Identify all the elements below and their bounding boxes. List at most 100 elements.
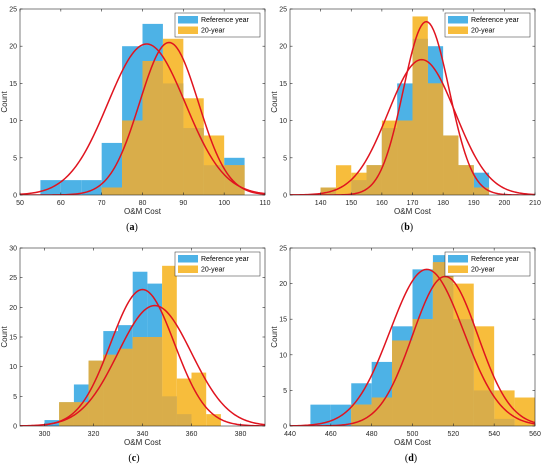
caption-letter: c <box>132 453 137 464</box>
x-tick-label: 440 <box>284 431 296 438</box>
panel-c: 300 320 340 360 380 0 5 10 15 20 25 30 O&M Cost Count… <box>0 246 266 464</box>
panel-b: 140 150 160 170 180 190 200 210 0 5 10 15 20 25 O&M Co… <box>270 7 541 234</box>
legend: Reference year 20-year <box>444 251 531 277</box>
legend: Reference year 20-year <box>174 251 261 277</box>
caption-paren-open: ( <box>128 453 132 464</box>
bar-overlap-1 <box>371 397 393 426</box>
x-tick-label: 80 <box>139 200 147 207</box>
caption-paren-open: ( <box>405 453 409 464</box>
bar-overlap-4 <box>432 262 454 426</box>
x-tick-label: 90 <box>179 200 187 207</box>
x-tick-label: 500 <box>407 431 419 438</box>
bar-20-year-10 <box>206 414 221 426</box>
x-tick-label: 100 <box>218 200 230 207</box>
y-tick-label: 25 <box>9 7 17 14</box>
bar-overlap-4 <box>381 128 398 195</box>
y-axis-label: Count <box>0 326 9 348</box>
fit-curve-reference <box>290 268 535 426</box>
legend-label-reference: Reference year <box>201 256 250 263</box>
legend-swatch-20-year <box>178 26 198 34</box>
legend-swatch-reference <box>448 16 468 24</box>
bar-reference-2 <box>81 180 102 195</box>
x-tick-label: 540 <box>488 431 500 438</box>
y-tick-label: 10 <box>9 118 17 125</box>
y-tick-label: 10 <box>279 352 287 359</box>
bars <box>290 16 535 195</box>
bar-overlap-3 <box>162 83 184 195</box>
caption-letter: a <box>130 222 135 233</box>
bar-overlap-8 <box>443 135 459 195</box>
caption-paren-close: ) <box>136 453 139 464</box>
y-axis-label: Count <box>270 326 279 348</box>
y-tick-label: 0 <box>283 424 287 431</box>
x-tick-label: 210 <box>529 200 541 207</box>
y-axis-label: Count <box>270 91 279 113</box>
y-tick-label: 5 <box>13 155 17 162</box>
x-axis-label: O&M Cost <box>124 207 162 216</box>
x-tick-label: 150 <box>345 200 357 207</box>
bar-overlap-6 <box>224 165 245 195</box>
y-tick-label: 10 <box>9 364 17 371</box>
bar-overlap-5 <box>203 165 225 195</box>
y-tick-label: 0 <box>283 193 287 200</box>
y-tick-label: 25 <box>279 246 287 253</box>
bar-overlap-5 <box>397 120 413 195</box>
x-tick-label: 560 <box>529 431 541 438</box>
legend-swatch-reference <box>178 16 198 24</box>
bar-overlap-5 <box>453 319 474 426</box>
bar-overlap-7 <box>494 418 515 426</box>
x-axis-label: O&M Cost <box>124 438 162 447</box>
bar-overlap-6 <box>147 337 163 426</box>
bar-overlap-3 <box>412 319 433 426</box>
bar-20-year-1 <box>335 165 352 195</box>
bar-overlap-0 <box>320 187 336 195</box>
legend: Reference year 20-year <box>444 12 531 38</box>
bar-overlap-3 <box>366 165 382 195</box>
x-tick-label: 70 <box>98 200 106 207</box>
x-tick-label: 520 <box>447 431 459 438</box>
bar-20-year-9 <box>191 372 207 426</box>
bars <box>20 265 265 426</box>
bar-overlap-2 <box>392 340 413 426</box>
y-tick-label: 5 <box>283 388 287 395</box>
x-tick-label: 360 <box>186 431 198 438</box>
legend-label-reference: Reference year <box>471 256 520 263</box>
legend: Reference year 20-year <box>174 12 261 38</box>
bar-overlap-4 <box>118 348 133 426</box>
y-tick-label: 0 <box>13 193 17 200</box>
y-tick-label: 20 <box>279 44 287 51</box>
x-axis-label: O&M Cost <box>394 207 432 216</box>
panel-d: 440 460 480 500 520 540 560 0 5 10 15 20 25 O&M Cost C… <box>270 246 541 465</box>
caption-letter: b <box>404 222 410 233</box>
y-tick-label: 25 <box>9 275 17 282</box>
bar-overlap-8 <box>176 414 192 426</box>
legend-swatch-20-year <box>448 265 468 273</box>
bar-overlap-7 <box>162 396 177 426</box>
x-tick-label: 50 <box>16 200 24 207</box>
x-tick-label: 480 <box>366 431 378 438</box>
panel-caption: (a) <box>126 222 138 233</box>
y-tick-label: 30 <box>9 246 17 253</box>
x-tick-label: 460 <box>325 431 337 438</box>
bar-overlap-6 <box>473 390 495 426</box>
x-tick-label: 110 <box>259 200 270 207</box>
panel-caption: (b) <box>401 222 413 233</box>
y-tick-label: 20 <box>9 44 17 51</box>
fit-curve-20-year <box>20 304 265 426</box>
x-tick-label: 140 <box>315 200 327 207</box>
bar-overlap-10 <box>473 187 490 195</box>
fit-curve-20-year <box>290 58 535 195</box>
caption-paren-close: ) <box>135 222 138 233</box>
bar-reference-3 <box>101 142 123 195</box>
bar-overlap-9 <box>458 165 474 195</box>
bar-overlap-6 <box>412 38 428 195</box>
legend-swatch-20-year <box>178 265 198 273</box>
y-tick-label: 20 <box>9 305 17 312</box>
y-tick-label: 15 <box>9 81 17 88</box>
bar-20-year-7 <box>162 265 177 426</box>
bar-overlap-0 <box>101 187 123 195</box>
bar-overlap-5 <box>132 337 148 426</box>
bar-overlap-7 <box>427 83 444 195</box>
legend-label-20-year: 20-year <box>201 28 225 35</box>
